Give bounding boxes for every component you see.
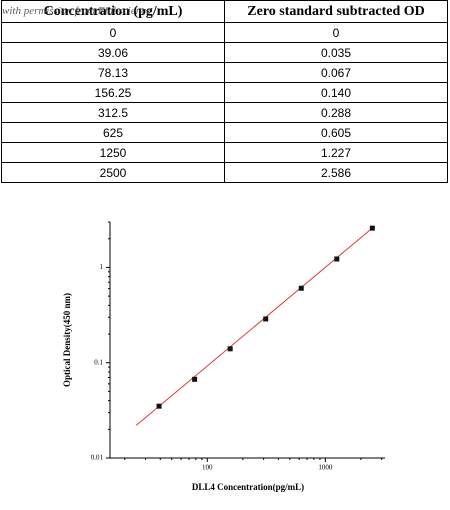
table-cell: 39.06 [1, 42, 225, 63]
table-cell: 2500 [1, 162, 225, 183]
table-cell: 0.140 [224, 82, 448, 103]
table-body: 0 0 39.06 0.035 78.13 0.067 156.25 0.140 312.5 0.… [1, 22, 448, 183]
data-point [192, 376, 198, 382]
y-tick-label: 0.01 [91, 454, 104, 462]
table-cell: 0.605 [224, 122, 448, 143]
table-row: 1250 1.227 [1, 142, 448, 163]
data-point [298, 285, 304, 291]
y-tick-label: 1 [100, 263, 104, 271]
x-tick-label: 1000 [318, 464, 333, 472]
table-row: 78.13 0.067 [1, 62, 448, 83]
table-cell: 2.586 [224, 162, 448, 183]
data-point [369, 225, 375, 231]
table-row: 2500 2.586 [1, 162, 448, 183]
data-point [263, 316, 269, 322]
table-cell: 156.25 [1, 82, 225, 103]
data-point [156, 403, 162, 409]
column-header: Zero standard subtracted OD [224, 0, 448, 23]
table-cell: 625 [1, 122, 225, 143]
table-row: 312.5 0.288 [1, 102, 448, 123]
data-point [334, 256, 340, 262]
table-cell: 0 [1, 22, 225, 43]
table-cell: 0.288 [224, 102, 448, 123]
table-cell: 1250 [1, 142, 225, 163]
data-point [227, 346, 233, 352]
table-cell: 78.13 [1, 62, 225, 83]
table-cell: 0.035 [224, 42, 448, 63]
table-row: 39.06 0.035 [1, 42, 448, 63]
table-row: 156.25 0.140 [1, 82, 448, 103]
watermark: with permission from Elabscience [2, 5, 151, 17]
table-cell: 1.227 [224, 142, 448, 163]
y-axis-label: Optical Density(450 nm) [62, 293, 72, 387]
table-cell: 312.5 [1, 102, 225, 123]
table-cell: 0 [224, 22, 448, 43]
x-tick-label: 100 [202, 464, 213, 472]
table-cell: 0.067 [224, 62, 448, 83]
fit-line [135, 225, 375, 426]
chart: DLL4 Concentration(pg/mL) Optical Densit… [62, 221, 385, 492]
y-tick-label: 0.1 [94, 358, 103, 366]
table-row: 625 0.605 [1, 122, 448, 143]
x-axis-label: DLL4 Concentration(pg/mL) [192, 482, 304, 492]
standard-table: Concentration (pg/mL) Zero standard subt… [1, 0, 448, 183]
